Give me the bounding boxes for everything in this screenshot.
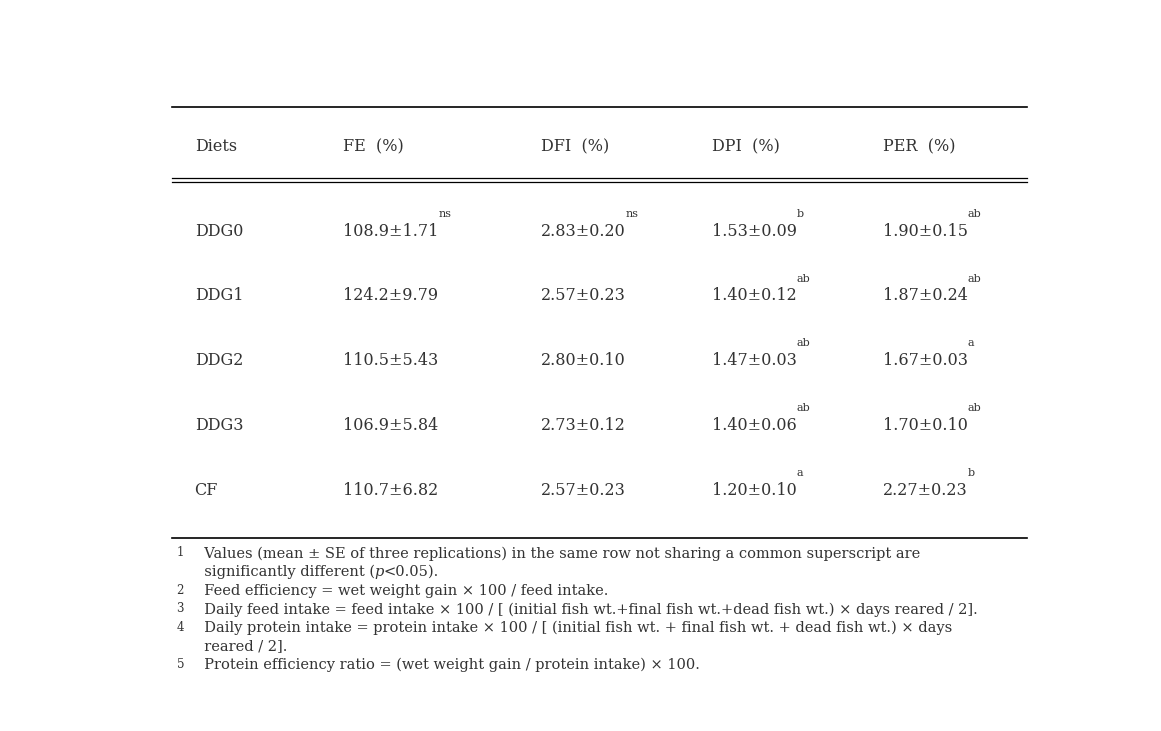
- Text: ab: ab: [796, 273, 810, 284]
- Text: DDG2: DDG2: [195, 352, 243, 369]
- Text: Diets: Diets: [195, 138, 237, 155]
- Text: ab: ab: [968, 403, 981, 413]
- Text: DFI  (%): DFI (%): [541, 138, 610, 155]
- Text: PER  (%): PER (%): [884, 138, 956, 155]
- Text: 2.27±0.23: 2.27±0.23: [884, 482, 967, 499]
- Text: 108.9±1.71: 108.9±1.71: [344, 223, 439, 240]
- Text: DDG3: DDG3: [195, 417, 243, 434]
- Text: 2: 2: [176, 583, 183, 596]
- Text: 1.70±0.10: 1.70±0.10: [884, 417, 968, 434]
- Text: <0.05).: <0.05).: [384, 565, 439, 579]
- Text: 5: 5: [176, 658, 185, 671]
- Text: 106.9±5.84: 106.9±5.84: [344, 417, 439, 434]
- Text: ab: ab: [968, 209, 982, 219]
- Text: 1.67±0.03: 1.67±0.03: [884, 352, 968, 369]
- Text: p: p: [375, 565, 384, 579]
- Text: 1.90±0.15: 1.90±0.15: [884, 223, 968, 240]
- Text: 1.40±0.06: 1.40±0.06: [712, 417, 796, 434]
- Text: b: b: [967, 468, 975, 478]
- Text: ns: ns: [626, 209, 639, 219]
- Text: significantly different (: significantly different (: [195, 565, 375, 580]
- Text: ab: ab: [968, 273, 981, 284]
- Text: 3: 3: [176, 602, 185, 616]
- Text: 1.40±0.12: 1.40±0.12: [712, 287, 796, 305]
- Text: ab: ab: [796, 403, 810, 413]
- Text: 1: 1: [176, 547, 183, 559]
- Text: 1.47±0.03: 1.47±0.03: [712, 352, 796, 369]
- Text: a: a: [968, 338, 974, 349]
- Text: Values (mean ± SE of three replications) in the same row not sharing a common su: Values (mean ± SE of three replications)…: [195, 547, 920, 561]
- Text: a: a: [796, 468, 803, 478]
- Text: CF: CF: [195, 482, 218, 499]
- Text: Daily protein intake = protein intake × 100 / [ (initial fish wt. + final fish w: Daily protein intake = protein intake × …: [195, 621, 952, 635]
- Text: DDG0: DDG0: [195, 223, 243, 240]
- Text: 110.5±5.43: 110.5±5.43: [344, 352, 439, 369]
- Text: 110.7±6.82: 110.7±6.82: [344, 482, 439, 499]
- Text: Daily feed intake = feed intake × 100 / [ (initial fish wt.+final fish wt.+dead : Daily feed intake = feed intake × 100 / …: [195, 602, 978, 616]
- Text: 1.20±0.10: 1.20±0.10: [712, 482, 796, 499]
- Text: ab: ab: [796, 338, 810, 349]
- Text: 2.57±0.23: 2.57±0.23: [541, 287, 626, 305]
- Text: 1.53±0.09: 1.53±0.09: [712, 223, 796, 240]
- Text: 2.73±0.12: 2.73±0.12: [541, 417, 626, 434]
- Text: 4: 4: [176, 621, 185, 634]
- Text: Protein efficiency ratio = (wet weight gain / protein intake) × 100.: Protein efficiency ratio = (wet weight g…: [195, 658, 699, 673]
- Text: 2.80±0.10: 2.80±0.10: [541, 352, 626, 369]
- Text: Feed efficiency = wet weight gain × 100 / feed intake.: Feed efficiency = wet weight gain × 100 …: [195, 583, 608, 598]
- Text: DDG1: DDG1: [195, 287, 243, 305]
- Text: 2.57±0.23: 2.57±0.23: [541, 482, 626, 499]
- Text: ns: ns: [439, 209, 452, 219]
- Text: 2.83±0.20: 2.83±0.20: [541, 223, 626, 240]
- Text: 1.87±0.24: 1.87±0.24: [884, 287, 968, 305]
- Text: 124.2±9.79: 124.2±9.79: [344, 287, 438, 305]
- Text: FE  (%): FE (%): [344, 138, 404, 155]
- Text: b: b: [796, 209, 805, 219]
- Text: reared / 2].: reared / 2].: [195, 640, 287, 654]
- Text: DPI  (%): DPI (%): [712, 138, 780, 155]
